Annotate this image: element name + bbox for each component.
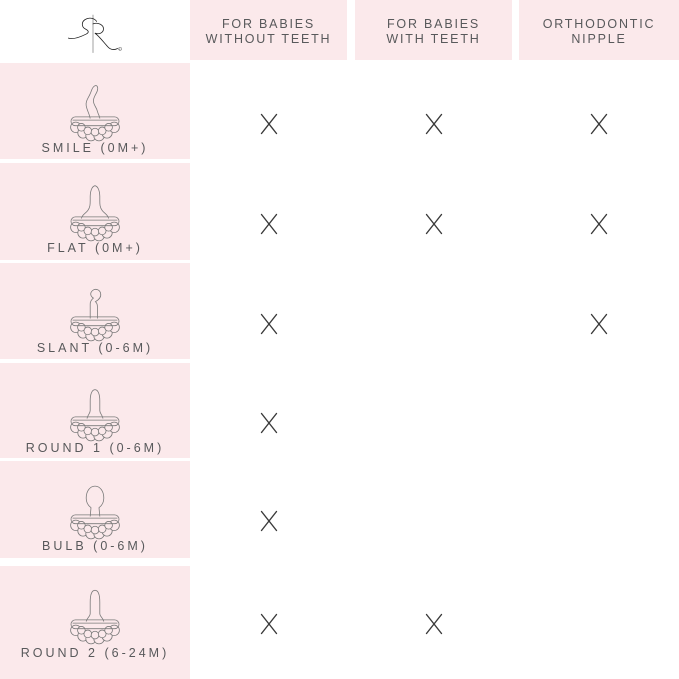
svg-text:R: R [119,49,121,51]
